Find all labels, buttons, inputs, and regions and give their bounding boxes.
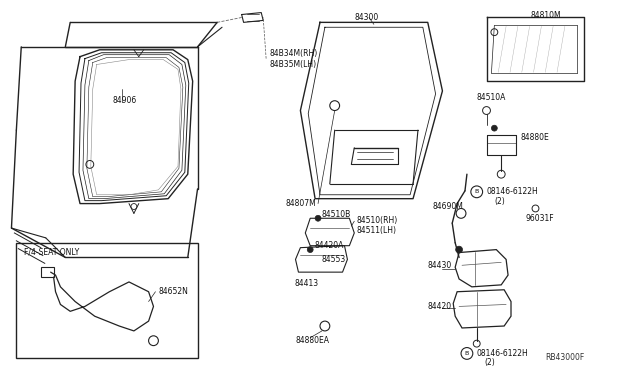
Text: B: B (465, 351, 469, 356)
Circle shape (492, 125, 497, 131)
Text: 84B35M(LH): 84B35M(LH) (269, 60, 316, 69)
Text: 84807M: 84807M (285, 199, 316, 208)
Text: 84690M: 84690M (433, 202, 463, 211)
Text: 84B34M(RH): 84B34M(RH) (269, 49, 317, 58)
Text: 08146-6122H: 08146-6122H (477, 349, 529, 357)
Text: F/4-SEAT ONLY: F/4-SEAT ONLY (24, 248, 79, 257)
Text: 84906: 84906 (113, 96, 136, 105)
Text: 84300: 84300 (355, 13, 378, 22)
Text: 84510B: 84510B (322, 210, 351, 219)
Text: 84652N: 84652N (158, 287, 188, 296)
Circle shape (456, 246, 463, 253)
Text: 84510(RH): 84510(RH) (356, 216, 397, 225)
Circle shape (315, 215, 321, 221)
Text: 84420A: 84420A (314, 241, 344, 250)
Text: RB43000F: RB43000F (545, 353, 584, 362)
Text: 84510A: 84510A (477, 93, 506, 102)
Text: 84880E: 84880E (521, 134, 550, 142)
Text: (2): (2) (494, 197, 505, 206)
Text: 96031F: 96031F (525, 214, 554, 223)
Text: 08146-6122H: 08146-6122H (486, 187, 538, 196)
Text: 84553: 84553 (322, 255, 346, 264)
Text: 84420: 84420 (428, 302, 452, 311)
Text: 84430: 84430 (428, 261, 452, 270)
Circle shape (307, 247, 313, 253)
Text: 84880EA: 84880EA (296, 336, 330, 345)
Text: 84810M: 84810M (531, 11, 561, 20)
Text: 84511(LH): 84511(LH) (356, 226, 396, 235)
Text: B: B (475, 189, 479, 194)
Text: (2): (2) (484, 358, 495, 367)
Text: 84413: 84413 (294, 279, 319, 288)
